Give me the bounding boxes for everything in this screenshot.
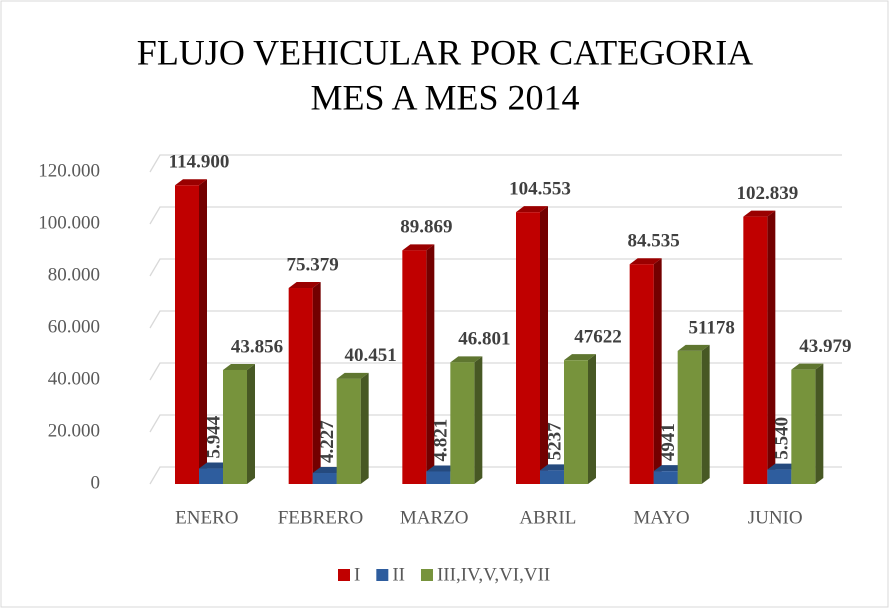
y-tick-label: 100.000 — [38, 212, 100, 233]
bar-top — [629, 258, 662, 265]
bar — [288, 288, 313, 484]
data-label: 47622 — [574, 327, 622, 348]
bar — [677, 350, 702, 484]
y-tick-label: 120.000 — [38, 160, 100, 181]
data-label: 40.451 — [345, 345, 397, 366]
y-tick-label: 40.000 — [48, 368, 100, 389]
bar-side — [701, 344, 710, 484]
data-label: 5.540 — [772, 417, 793, 460]
data-label: 75.379 — [287, 254, 339, 275]
y-tick-label: 60.000 — [48, 316, 100, 337]
legend-swatch — [376, 569, 389, 581]
grid-line — [149, 414, 842, 433]
x-tick-label: JUNIO — [748, 507, 803, 528]
bar — [450, 362, 475, 484]
bar-top — [516, 206, 548, 213]
bar-top — [223, 363, 255, 370]
x-tick-label: MARZO — [400, 507, 469, 528]
bar-side — [474, 356, 483, 484]
bar-side — [767, 210, 776, 485]
bar-side — [426, 244, 435, 484]
bar — [199, 468, 223, 484]
y-tick-label: 20.000 — [48, 420, 100, 441]
bar — [336, 378, 361, 484]
bar — [175, 185, 199, 484]
chart-title: MES A MES 2014 — [310, 77, 579, 117]
bar-side — [312, 282, 321, 484]
data-label: 51178 — [688, 317, 734, 338]
bar-top — [402, 244, 435, 251]
y-tick-label: 80.000 — [48, 264, 100, 285]
grid-line — [149, 362, 842, 381]
legend-label: II — [392, 564, 405, 585]
data-label: 84.535 — [628, 231, 680, 252]
data-label: 46.801 — [458, 329, 510, 350]
x-tick-label: FEBRERO — [278, 507, 364, 528]
data-label: 114.900 — [169, 152, 230, 173]
bar — [540, 470, 564, 484]
data-label: 89.869 — [400, 217, 452, 238]
bar — [426, 471, 451, 484]
legend-swatch — [338, 569, 350, 581]
bar-side — [653, 258, 662, 484]
bar — [791, 369, 816, 484]
data-label: 5237 — [544, 422, 565, 461]
bar — [629, 264, 654, 484]
bar — [653, 471, 678, 484]
bar — [402, 250, 427, 484]
grid-line — [149, 466, 842, 485]
x-tick-label: MAYO — [633, 507, 689, 528]
legend-swatch — [420, 569, 433, 581]
chart-title: FLUJO VEHICULAR POR CATEGORIA — [137, 32, 753, 72]
bar-side — [247, 363, 255, 484]
bar-side — [199, 179, 207, 484]
bar — [767, 469, 792, 484]
bar-side — [360, 372, 369, 484]
data-label: 43.856 — [231, 336, 283, 357]
bar-top — [336, 372, 369, 379]
data-label: 4941 — [658, 423, 679, 461]
bar — [516, 212, 540, 484]
bar-top — [677, 344, 710, 351]
data-label: 5.944 — [203, 415, 224, 458]
bar-top — [450, 356, 483, 363]
data-label: 104.553 — [509, 179, 571, 200]
bar — [743, 216, 768, 485]
x-tick-label: ABRIL — [519, 507, 576, 528]
grid-line — [149, 154, 842, 173]
data-label: 102.839 — [736, 183, 798, 204]
legend-label: III,IV,V,VI,VII — [437, 564, 550, 585]
grid-line — [149, 206, 842, 225]
bar-side — [540, 206, 548, 484]
bar-side — [588, 354, 596, 484]
bar-top — [288, 282, 321, 289]
grid-line — [149, 258, 842, 277]
legend-label: I — [354, 564, 360, 585]
grid-line — [149, 310, 842, 329]
y-tick-label: 0 — [91, 472, 101, 493]
data-label: 4.227 — [317, 420, 338, 463]
bar-top — [564, 354, 596, 361]
bar — [312, 473, 337, 484]
bar-side — [815, 363, 824, 484]
bar-top — [791, 363, 824, 370]
bar — [223, 369, 247, 484]
bar — [564, 360, 588, 484]
data-label: 43.979 — [799, 336, 851, 357]
data-label: 4.821 — [431, 419, 452, 462]
bar-top — [175, 179, 207, 186]
bar-top — [743, 210, 776, 217]
x-tick-label: ENERO — [175, 507, 238, 528]
